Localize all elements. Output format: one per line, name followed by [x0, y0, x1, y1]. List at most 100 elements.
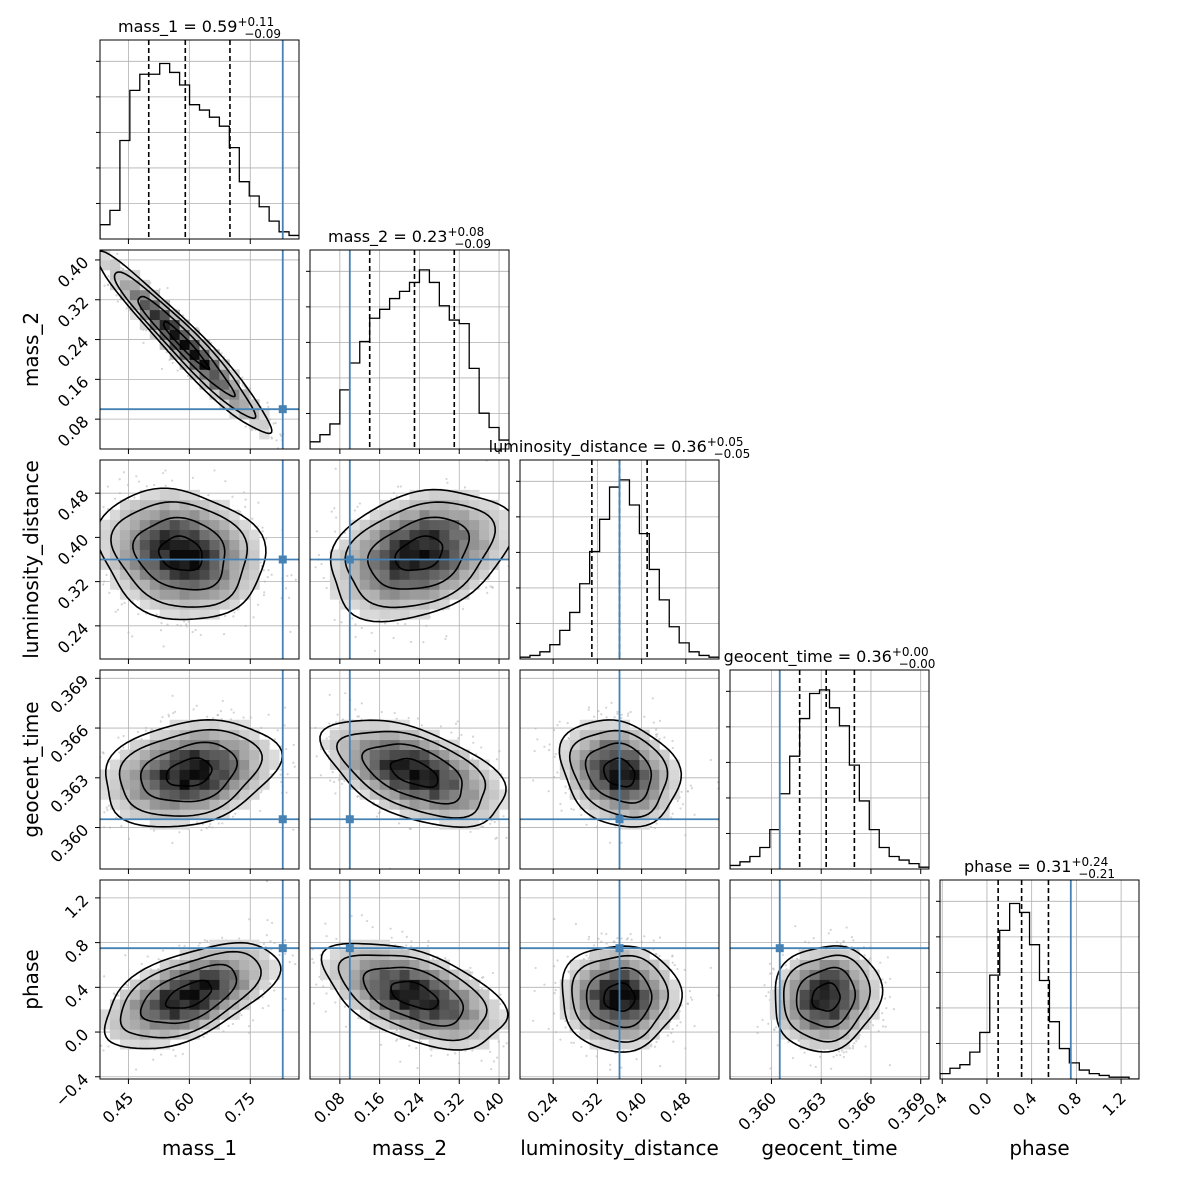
scatter-point — [317, 553, 321, 557]
density-cell — [489, 499, 500, 511]
scatter-point — [250, 429, 254, 432]
title-plus: +0.08 — [447, 225, 484, 239]
density-cell — [359, 559, 371, 570]
scatter-point — [233, 611, 236, 614]
density-cell — [179, 489, 190, 501]
density-cell — [459, 529, 470, 540]
density-cell — [209, 589, 220, 600]
scatter-point — [93, 251, 95, 253]
density-cell — [359, 529, 371, 540]
scatter-point — [392, 491, 396, 495]
density-cell — [419, 589, 430, 600]
scatter-point — [527, 787, 529, 789]
scatter-point — [273, 738, 277, 741]
scatter-point — [514, 606, 516, 608]
density-cell — [119, 749, 131, 760]
scatter-point — [274, 421, 277, 425]
contour-line — [394, 535, 444, 572]
contour-line — [137, 295, 236, 398]
scatter-point — [290, 737, 292, 739]
density-cell — [199, 559, 210, 570]
density-cell — [179, 789, 190, 800]
density-cell — [219, 589, 230, 600]
density-cell — [429, 539, 440, 550]
density-cell — [179, 749, 190, 760]
scatter-point — [86, 569, 88, 571]
density-cell — [419, 519, 430, 531]
scatter-point — [489, 585, 492, 588]
density-cell — [389, 499, 400, 511]
density-cell — [189, 529, 200, 540]
density-cell — [419, 599, 430, 610]
title-mass_1: mass_1 = 0.59+0.11 −0.09 — [118, 15, 281, 41]
density-cell — [169, 809, 180, 820]
density-cell — [159, 729, 171, 741]
scatter-point — [546, 809, 548, 811]
scatter-point — [354, 635, 357, 639]
density-cell — [199, 759, 210, 770]
scatter-point — [167, 713, 170, 716]
density-cell — [149, 549, 161, 560]
density-cell — [389, 579, 400, 590]
scatter-point — [172, 711, 175, 715]
density-cell — [179, 589, 190, 600]
scatter-point — [191, 630, 194, 634]
density-cell — [119, 519, 131, 531]
scatter-point — [160, 621, 163, 625]
scatter-point — [261, 530, 264, 533]
density-cell — [159, 539, 171, 550]
density-cell — [119, 529, 131, 540]
density-cell — [229, 579, 240, 590]
density-cell — [419, 559, 430, 570]
density-cell — [389, 549, 400, 560]
density-cell — [139, 739, 151, 750]
scatter-point — [224, 480, 227, 483]
scatter-point — [76, 817, 78, 819]
density-cell — [179, 539, 190, 550]
density-cell — [139, 589, 151, 600]
scatter-point — [105, 806, 108, 809]
scatter-point — [212, 716, 215, 720]
density-cell — [169, 769, 180, 780]
scatter-point — [511, 546, 513, 548]
density-cell — [129, 559, 141, 570]
scatter-point — [267, 569, 270, 572]
density-cell — [219, 749, 230, 760]
scatter-point — [504, 777, 507, 780]
density-cell — [349, 529, 361, 540]
scatter-point — [185, 623, 188, 626]
density-cell — [249, 759, 260, 770]
density-cell — [209, 529, 220, 540]
scatter-point — [289, 630, 292, 633]
panel-frame — [99, 459, 300, 660]
density-cell — [489, 559, 500, 570]
scatter-point — [102, 583, 105, 586]
density-cell — [209, 759, 220, 770]
scatter-point — [275, 465, 277, 467]
scatter-point — [404, 622, 407, 626]
density-cell — [459, 559, 470, 570]
density-cell — [219, 529, 230, 540]
density-cell — [189, 739, 200, 750]
truth-marker — [345, 555, 354, 564]
scatter-point — [118, 751, 121, 754]
density-cell — [399, 499, 410, 511]
density-cell — [439, 529, 450, 540]
scatter-point — [265, 537, 268, 540]
density-cell — [359, 599, 371, 610]
density-cell — [149, 569, 161, 580]
density-cell — [459, 519, 470, 531]
density-cell — [129, 589, 141, 600]
scatter-point — [461, 607, 465, 611]
scatter-point — [252, 616, 255, 619]
density-cell — [159, 329, 171, 340]
scatter-point — [393, 711, 396, 714]
density-cell — [159, 489, 171, 501]
density-cell — [349, 559, 361, 570]
density-cell — [159, 609, 171, 620]
scatter-point — [276, 729, 279, 732]
scatter-point — [439, 725, 443, 728]
contour-line — [105, 718, 284, 828]
density-cell — [259, 429, 270, 440]
scatter-point — [325, 737, 328, 740]
